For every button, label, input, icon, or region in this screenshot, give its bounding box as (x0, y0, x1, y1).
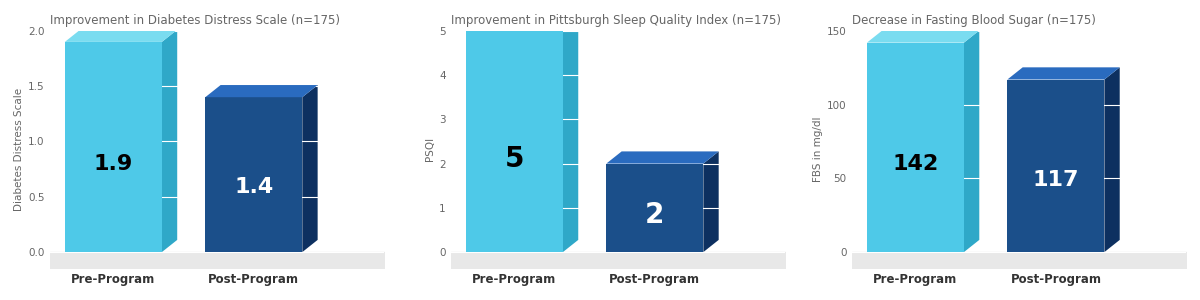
Polygon shape (703, 152, 719, 252)
Text: Improvement in Diabetes Distress Scale (n=175): Improvement in Diabetes Distress Scale (… (49, 14, 340, 27)
Bar (606, 164, 703, 252)
Text: Decrease in Fasting Blood Sugar (n=175): Decrease in Fasting Blood Sugar (n=175) (852, 14, 1096, 27)
Polygon shape (866, 31, 979, 43)
Polygon shape (1007, 67, 1120, 80)
Polygon shape (563, 19, 578, 252)
Text: Improvement in Pittsburgh Sleep Quality Index (n=175): Improvement in Pittsburgh Sleep Quality … (450, 14, 780, 27)
Polygon shape (466, 19, 578, 31)
Text: 5: 5 (505, 145, 524, 173)
Polygon shape (1104, 67, 1120, 252)
Text: 142: 142 (893, 154, 938, 174)
Text: 117: 117 (1033, 169, 1079, 190)
Bar (65, 42, 162, 252)
Text: 1.9: 1.9 (94, 154, 133, 174)
Polygon shape (205, 85, 318, 97)
Bar (866, 43, 964, 252)
Polygon shape (302, 85, 318, 252)
Bar (1007, 80, 1104, 252)
Polygon shape (65, 30, 178, 42)
Polygon shape (606, 152, 719, 164)
Y-axis label: FBS in mg/dl: FBS in mg/dl (812, 116, 823, 182)
Text: 1.4: 1.4 (234, 177, 274, 197)
Bar (466, 31, 563, 252)
Polygon shape (964, 31, 979, 252)
Bar (205, 97, 302, 252)
Y-axis label: Diabetes Distress Scale: Diabetes Distress Scale (14, 88, 24, 211)
Text: 2: 2 (646, 201, 665, 229)
Polygon shape (162, 30, 178, 252)
Y-axis label: PSQI: PSQI (425, 137, 434, 161)
